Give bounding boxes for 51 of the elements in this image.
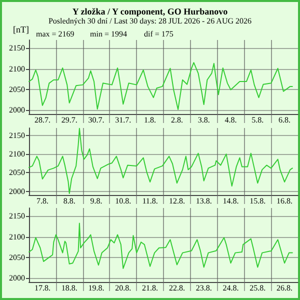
line-series [28, 128, 293, 194]
x-tick-label: 2.8. [170, 116, 183, 124]
y-tick-label: 2050 [9, 84, 25, 94]
x-tick-label: 8.8. [63, 196, 76, 206]
x-tick-label: 26.8. [276, 284, 293, 292]
text: max = 2169 [36, 30, 74, 38]
x-tick-label: 24.8. [222, 284, 239, 292]
x-tick-label: 10.8. [115, 196, 132, 206]
x-tick-label: 20.8. [115, 284, 132, 292]
x-tick-label: 4.8. [224, 116, 237, 124]
x-tick-label: 14.8. [222, 196, 239, 206]
x-tick-label: 25.8. [250, 284, 266, 292]
y-tick-label: 2150 [9, 44, 25, 53]
x-tick-label: 5.8. [252, 116, 264, 124]
y-tick-label: 2150 [9, 212, 25, 221]
x-tick-label: 19.8. [88, 284, 104, 292]
x-tick-label: 3.8. [198, 116, 210, 124]
x-tick-label: 11.8. [142, 196, 158, 206]
x-tick-label: 15.8. [250, 196, 266, 206]
x-tick-label: 29.7. [61, 116, 78, 124]
x-tick-label: 28.7. [34, 116, 50, 124]
y-tick-label: 2100 [9, 150, 25, 159]
x-tick-label: 18.8. [61, 284, 78, 292]
y-tick-label: 2050 [9, 168, 25, 178]
x-tick-label: 6.8. [278, 116, 291, 124]
text: min = 1994 [90, 30, 127, 38]
x-tick-label: 13.8. [196, 196, 212, 206]
x-tick-label: 16.8. [276, 196, 293, 206]
line-series [28, 222, 293, 269]
x-tick-label: 31.7. [115, 116, 132, 124]
x-tick-label: 21.8. [142, 284, 158, 292]
chart-subtitle: Posledných 30 dní / Last 30 days: 28 JUL 2026 - 26 AUG 2026 [48, 16, 252, 26]
text: dif = 175 [144, 30, 174, 38]
x-tick-label: 17.8. [34, 284, 50, 292]
y-tick-label: 2100 [9, 232, 25, 242]
line-series [28, 62, 293, 110]
y-axis-title: [nT] [13, 24, 29, 34]
y-tick-label: 2150 [9, 130, 25, 140]
chart-title: Y zložka / Y component, GO Hurbanovo [72, 6, 228, 16]
x-tick-label: 7.8. [36, 196, 48, 206]
y-tick-label: 2000 [9, 186, 25, 196]
x-tick-label: 9.8. [90, 196, 102, 206]
y-tick-label: 2000 [9, 273, 25, 282]
x-tick-label: 1.8. [144, 116, 156, 124]
y-tick-label: 2050 [9, 252, 25, 262]
x-tick-label: 30.7. [88, 116, 104, 124]
x-tick-label: 22.8. [168, 284, 185, 292]
x-tick-label: 12.8. [168, 196, 185, 206]
y-tick-label: 2000 [9, 105, 25, 114]
y-tick-label: 2100 [9, 64, 25, 74]
x-tick-label: 23.8. [196, 284, 212, 292]
